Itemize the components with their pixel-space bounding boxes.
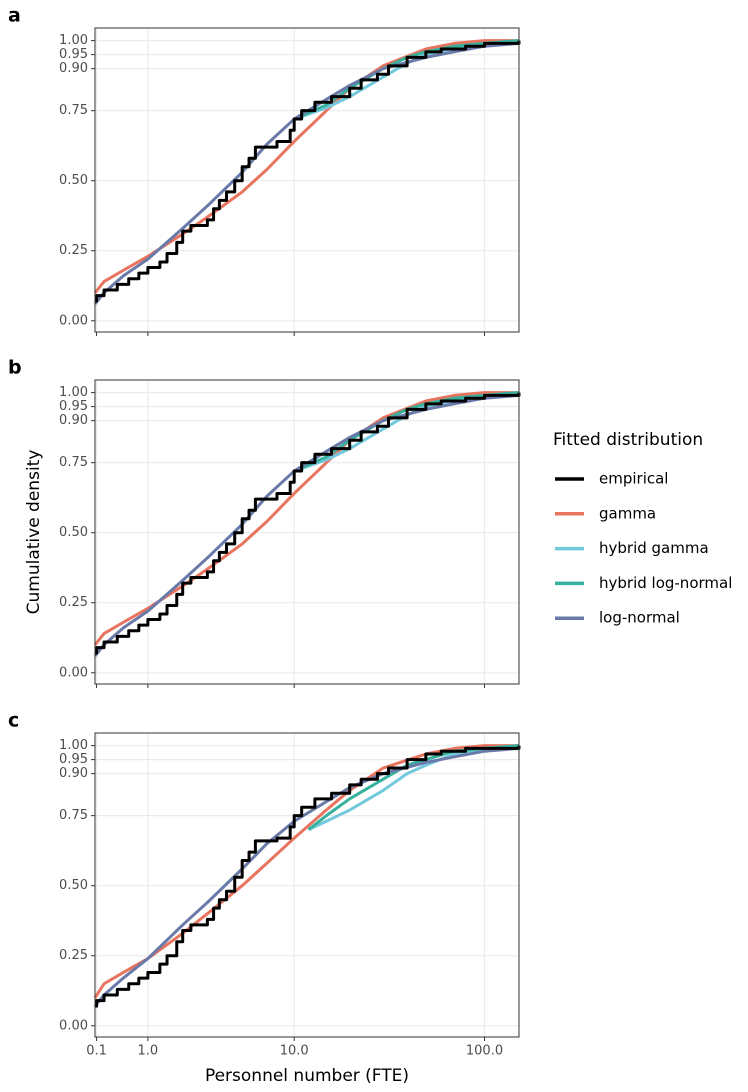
y-axis-title: Cumulative density — [24, 450, 44, 615]
panel-border — [94, 379, 520, 685]
y-tick-label: 0.50 — [59, 878, 88, 893]
panel-label: c — [8, 710, 19, 732]
y-tick-label: 1.00 — [59, 738, 88, 753]
y-tick-label: 0.95 — [59, 399, 88, 414]
series-line — [93, 746, 520, 1008]
panel-border — [94, 27, 520, 333]
y-tick-label: 0.95 — [59, 47, 88, 62]
series-line — [293, 391, 520, 473]
x-tick-label: 10.0 — [280, 1044, 309, 1059]
x-tick-label: 0.1 — [86, 1044, 107, 1059]
y-tick-label: 0.50 — [59, 525, 88, 540]
legend-label: hybrid log-normal — [599, 574, 732, 592]
series-line — [93, 41, 520, 305]
y-tick-label: 0.90 — [59, 413, 88, 428]
y-tick-label: 1.00 — [59, 385, 88, 400]
y-tick-label: 0.95 — [59, 752, 88, 767]
x-tick-label: 100.0 — [466, 1044, 503, 1059]
y-tick-label: 0.90 — [59, 61, 88, 76]
y-tick-label: 0.25 — [59, 948, 88, 963]
legend-label: log-normal — [599, 609, 680, 627]
series-line — [95, 40, 521, 303]
y-tick-label: 0.00 — [59, 313, 88, 328]
y-tick-label: 0.75 — [59, 103, 88, 118]
y-tick-label: 0.00 — [59, 1018, 88, 1033]
panel-border — [94, 732, 520, 1038]
y-tick-label: 0.25 — [59, 243, 88, 258]
y-tick-label: 0.50 — [59, 173, 88, 188]
legend-label: empirical — [599, 470, 668, 488]
series-line — [93, 744, 519, 999]
panel-label: b — [8, 357, 22, 379]
x-tick-label: 1.0 — [138, 1044, 159, 1059]
series-line — [93, 393, 520, 657]
y-tick-label: 0.75 — [59, 808, 88, 823]
y-tick-label: 0.90 — [59, 766, 88, 781]
y-tick-label: 0.25 — [59, 595, 88, 610]
y-tick-label: 0.00 — [59, 665, 88, 680]
series-line — [93, 391, 519, 646]
legend-label: hybrid gamma — [599, 539, 709, 557]
series-line — [95, 392, 521, 655]
y-tick-label: 0.75 — [59, 455, 88, 470]
panel-label: a — [8, 5, 21, 27]
legend-title: Fitted distribution — [553, 430, 703, 450]
series-line — [93, 39, 519, 294]
x-axis-title: Personnel number (FTE) — [205, 1066, 409, 1086]
series-line — [293, 39, 520, 121]
series-line — [95, 745, 521, 1008]
legend-label: gamma — [599, 504, 656, 522]
y-tick-label: 1.00 — [59, 33, 88, 48]
